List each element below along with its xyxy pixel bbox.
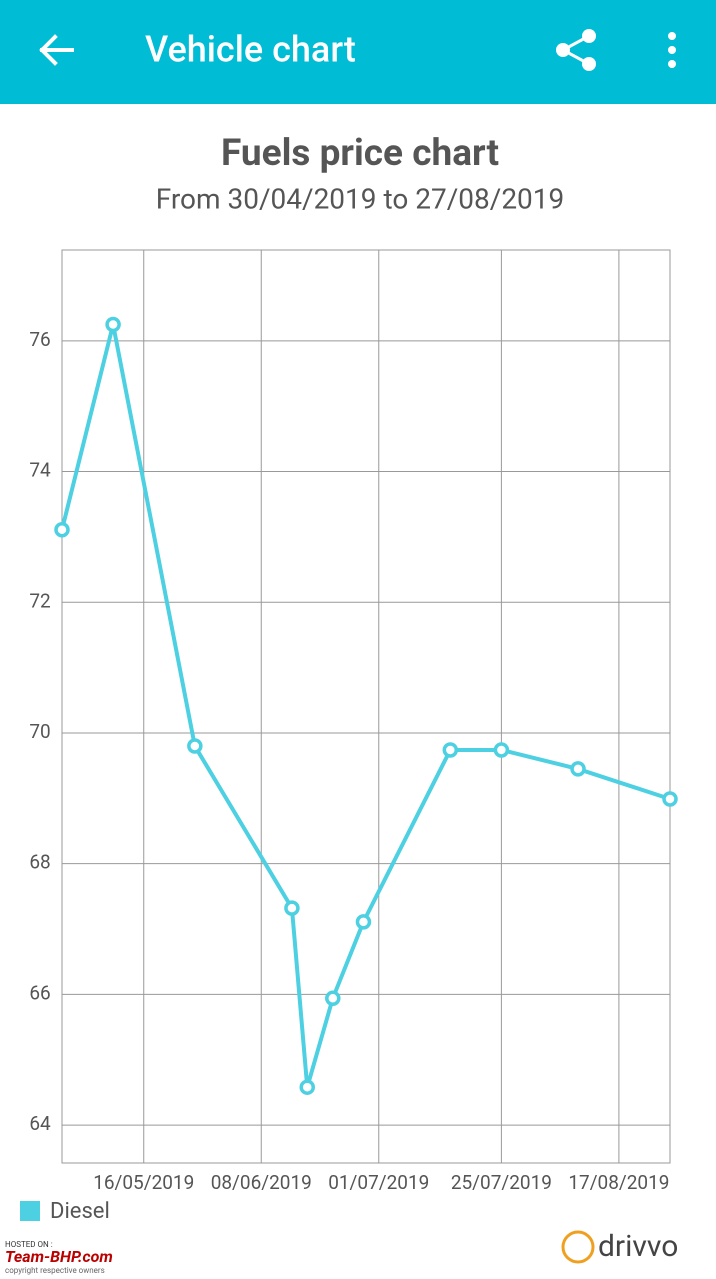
chart-title: Fuels price chart — [221, 132, 499, 175]
plot-frame — [61, 249, 671, 1164]
data-point — [105, 316, 121, 333]
data-point — [442, 742, 459, 758]
y-tick-label: 66 — [29, 981, 50, 1004]
chart-subtitle: From 30/04/2019 to 27/08/2019 — [156, 182, 565, 215]
y-tick-label: 68 — [29, 851, 50, 874]
data-point — [325, 990, 341, 1007]
data-point — [493, 742, 510, 758]
legend-swatch — [20, 1201, 40, 1221]
data-point — [662, 791, 678, 807]
x-tick-label: 08/06/2019 — [211, 1171, 312, 1194]
back-button[interactable] — [39, 34, 74, 66]
share-link — [559, 34, 590, 66]
data-point — [570, 761, 586, 777]
back-arrow — [39, 34, 74, 66]
menu-dot — [668, 60, 676, 68]
y-tick-label: 74 — [29, 459, 51, 482]
y-tick-label: 72 — [29, 589, 50, 612]
app-title: Vehicle chart — [145, 29, 356, 71]
watermark-site: Team-BHP.com — [5, 1247, 113, 1266]
plot: 64 66 68 70 72 74 76 16/05/2019 08/06/2019 01/07/… — [20, 249, 678, 1224]
menu-dot — [668, 46, 676, 54]
data-point — [284, 900, 300, 916]
brand-logo — [561, 1230, 595, 1264]
x-tick-label: 01/07/2019 — [328, 1171, 429, 1194]
x-tick-label: 16/05/2019 — [93, 1171, 194, 1194]
y-tick-label: 76 — [29, 328, 50, 351]
menu-button[interactable] — [668, 32, 676, 68]
watermark-note: copyright respective owners — [5, 1266, 105, 1275]
x-tick-label: 25/07/2019 — [451, 1171, 552, 1194]
brand: drivvo — [598, 1229, 678, 1264]
data-point — [54, 521, 70, 538]
y-tick-label: 70 — [29, 720, 50, 743]
app-bar — [0, 0, 716, 104]
share-button[interactable] — [556, 29, 596, 71]
legend-label: Diesel — [50, 1199, 110, 1224]
y-tick-label: 64 — [29, 1112, 51, 1135]
x-tick-label: 17/08/2019 — [568, 1171, 669, 1194]
data-point — [355, 914, 372, 930]
watermark-hosted: HOSTED ON : — [5, 1240, 53, 1249]
menu-dot — [668, 32, 676, 40]
data-point — [187, 738, 203, 754]
data-point — [299, 1079, 315, 1095]
